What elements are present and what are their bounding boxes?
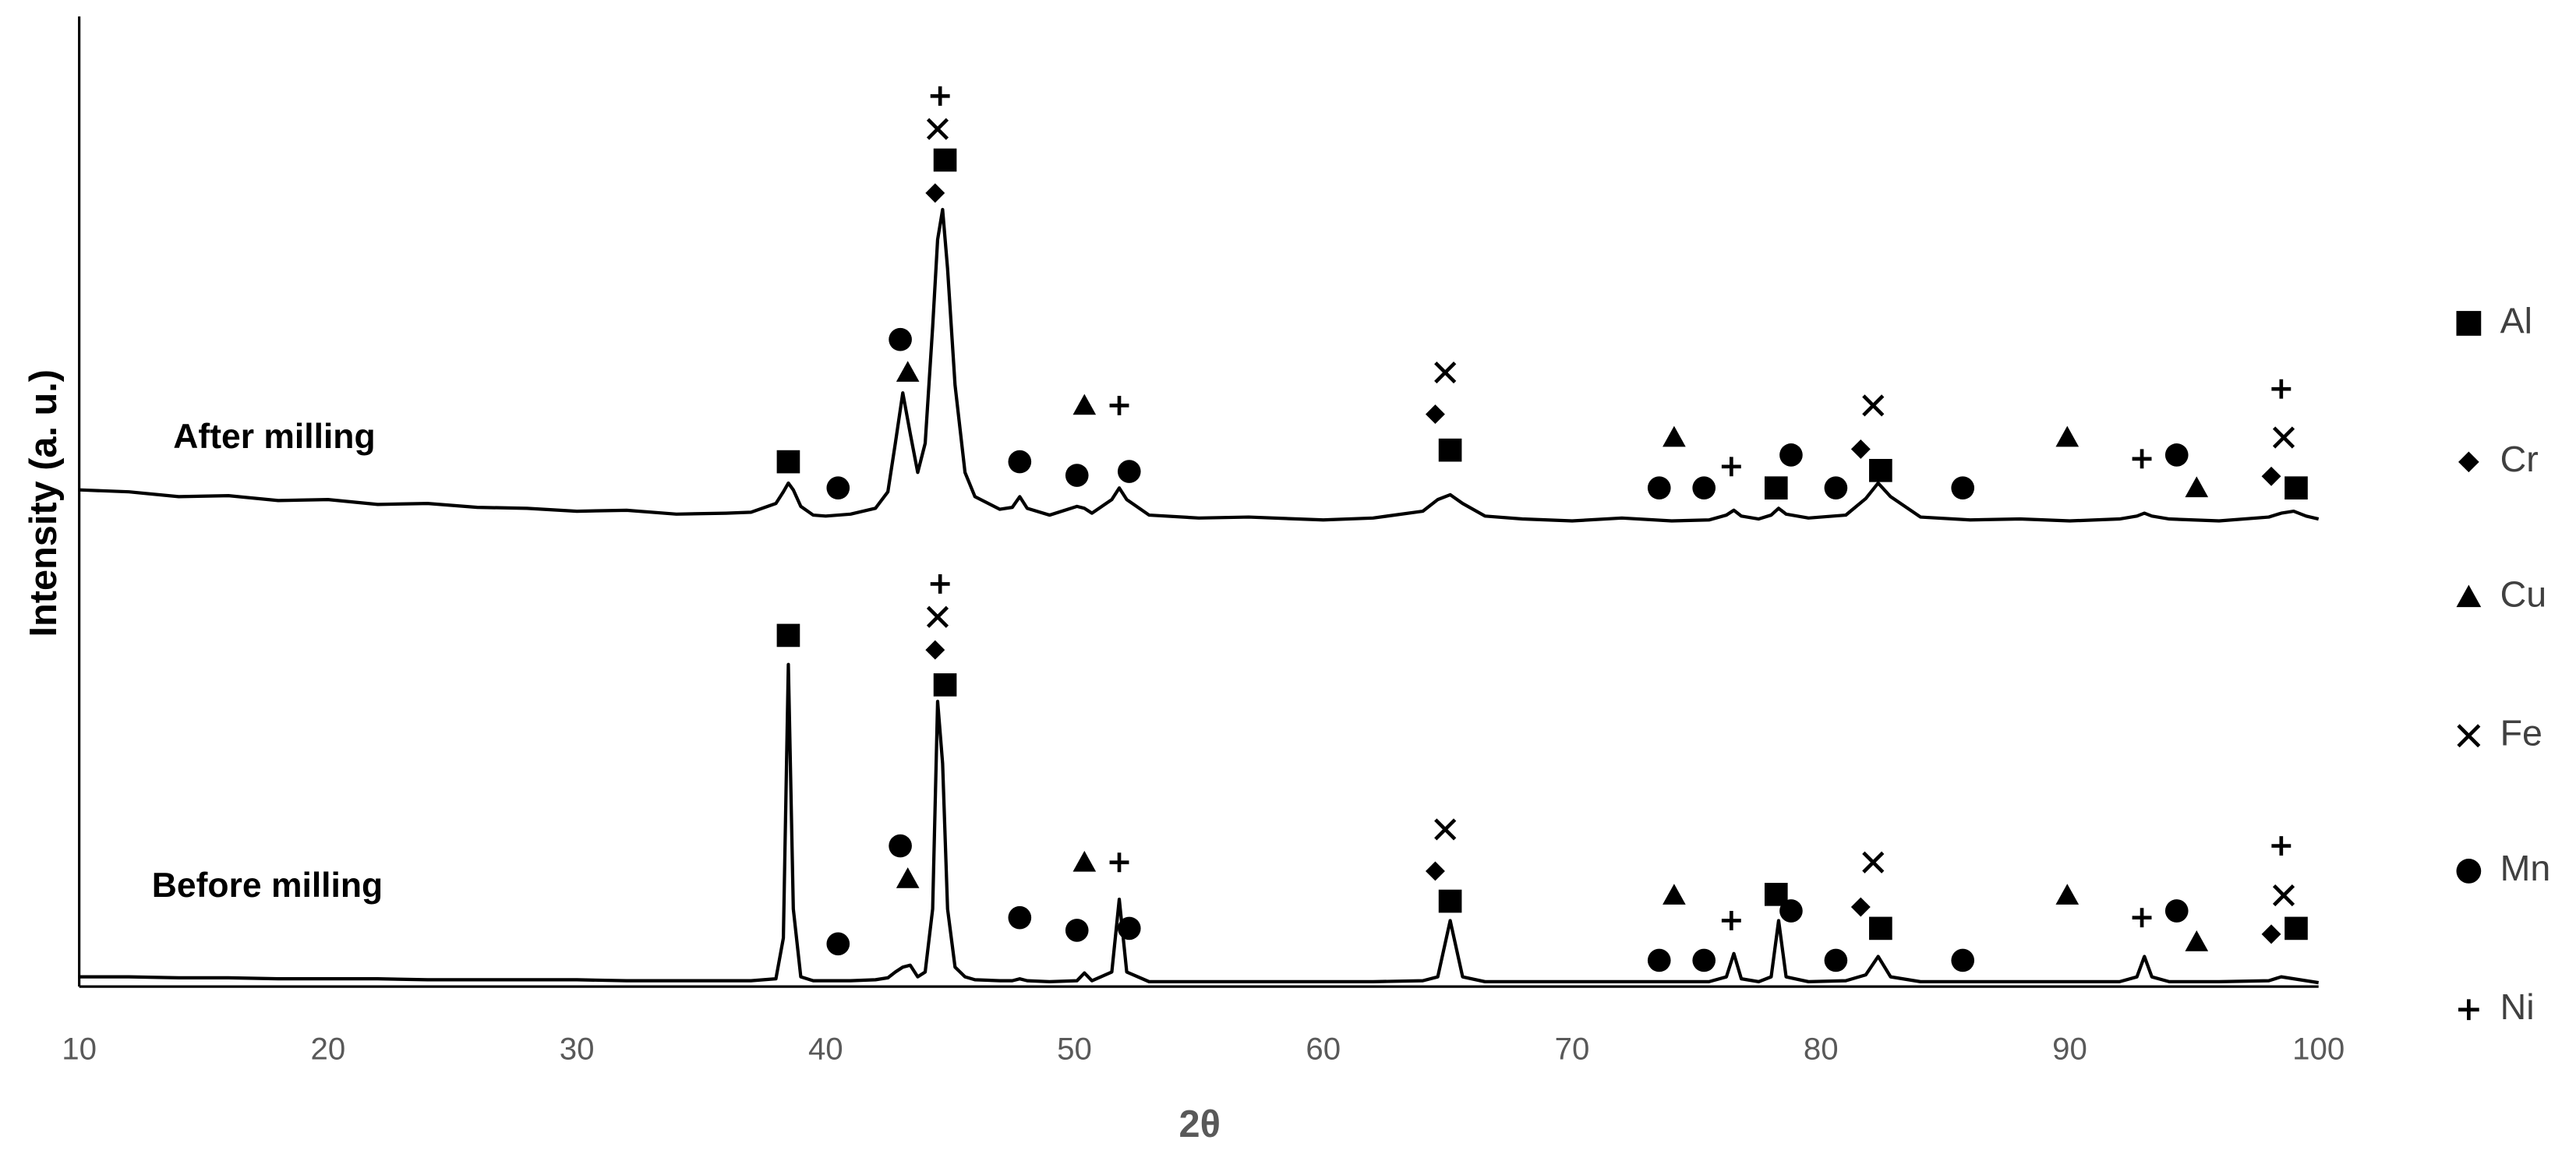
phase-marker	[2284, 476, 2308, 500]
phase-marker	[1850, 439, 1871, 459]
legend-marker	[2458, 999, 2479, 1021]
legend-marker	[2457, 724, 2481, 748]
phase-marker	[2132, 449, 2152, 469]
phase-marker	[1065, 464, 1089, 487]
phase-marker	[826, 932, 850, 956]
phase-marker	[926, 118, 949, 140]
phase-marker	[1434, 818, 1457, 841]
phase-marker	[1869, 916, 1892, 940]
phase-marker	[1824, 948, 1848, 972]
phase-marker	[930, 574, 950, 594]
x-axis-label: 2θ	[1179, 1103, 1221, 1145]
phase-marker	[1869, 458, 1892, 482]
phase-marker	[1438, 438, 1462, 462]
legend-marker	[2456, 859, 2482, 884]
phase-marker	[1425, 404, 1445, 425]
phase-marker	[1109, 852, 1129, 873]
phase-marker	[1425, 861, 1445, 881]
phase-marker	[1434, 361, 1457, 384]
phase-marker	[2261, 466, 2281, 486]
x-tick-label: 80	[1804, 1031, 1839, 1066]
phase-marker	[896, 867, 920, 888]
phase-marker	[2185, 930, 2209, 951]
x-tick-label: 10	[62, 1031, 97, 1066]
x-tick-label: 100	[2292, 1031, 2345, 1066]
x-tick-label: 40	[808, 1031, 843, 1066]
phase-marker	[1663, 884, 1686, 905]
legend-marker	[2458, 451, 2479, 473]
phase-marker	[1647, 948, 1671, 972]
x-tick-label: 30	[560, 1031, 595, 1066]
phase-marker	[1663, 425, 1686, 447]
phase-marker	[2284, 916, 2308, 940]
phase-marker	[1438, 889, 1462, 913]
series-label: Before milling	[152, 866, 383, 905]
phase-marker	[2272, 884, 2295, 907]
legend-label: Mn	[2500, 848, 2551, 888]
phase-marker	[933, 148, 957, 172]
phase-marker	[1008, 450, 1032, 474]
phase-marker	[889, 834, 912, 858]
legend-label: Ni	[2500, 986, 2535, 1027]
x-tick-label: 70	[1555, 1031, 1590, 1066]
phase-marker	[2132, 908, 2152, 928]
phase-marker	[1779, 443, 1803, 467]
phase-marker	[2164, 443, 2189, 467]
phase-marker	[1779, 899, 1803, 923]
legend-label: Cr	[2500, 439, 2539, 479]
phase-marker	[1862, 851, 1885, 873]
phase-marker	[896, 361, 920, 382]
phase-marker	[926, 605, 949, 628]
phase-marker	[1951, 476, 1975, 500]
phase-marker	[826, 476, 850, 500]
phase-marker	[1850, 897, 1871, 917]
phase-marker	[1721, 910, 1741, 930]
phase-marker	[1109, 395, 1129, 415]
phase-marker	[925, 640, 945, 660]
phase-marker	[1065, 919, 1089, 942]
phase-marker	[2271, 836, 2292, 856]
phase-marker	[2272, 426, 2295, 449]
legend-label: Cu	[2500, 574, 2547, 615]
phase-marker	[1862, 394, 1885, 417]
phase-marker	[1951, 948, 1975, 972]
phase-marker	[930, 86, 950, 106]
phase-marker	[1721, 457, 1741, 477]
x-tick-label: 60	[1306, 1031, 1341, 1066]
phase-marker	[2055, 884, 2080, 905]
phase-marker	[889, 327, 912, 351]
phase-marker	[1692, 948, 1716, 972]
legend-label: Fe	[2500, 713, 2542, 753]
phase-marker	[1764, 476, 1788, 500]
x-tick-label: 50	[1057, 1031, 1092, 1066]
phase-marker	[1692, 476, 1716, 500]
x-tick-label: 20	[310, 1031, 345, 1066]
y-axis-label: Intensity (a. u.)	[23, 369, 65, 637]
phase-marker	[1008, 905, 1032, 930]
phase-marker	[776, 450, 800, 474]
phase-marker	[776, 623, 800, 648]
phase-marker	[2164, 899, 2189, 923]
series-label: After milling	[173, 418, 375, 456]
phase-marker	[2261, 924, 2281, 944]
phase-marker	[1824, 476, 1848, 500]
series-line	[79, 662, 2320, 985]
phase-marker	[1117, 916, 1141, 940]
phase-marker	[2271, 379, 2292, 399]
legend-marker	[2456, 584, 2482, 608]
legend-label: Al	[2500, 300, 2532, 341]
phase-marker	[2185, 476, 2209, 498]
legend-marker	[2456, 311, 2482, 336]
series-line	[79, 207, 2320, 523]
phase-marker	[1647, 476, 1671, 500]
phase-marker	[2055, 425, 2080, 447]
phase-marker	[1117, 460, 1141, 483]
phase-marker	[925, 183, 945, 203]
phase-marker	[1072, 393, 1097, 415]
phase-marker	[1072, 850, 1097, 872]
x-tick-label: 90	[2052, 1031, 2087, 1066]
phase-marker	[933, 673, 957, 697]
